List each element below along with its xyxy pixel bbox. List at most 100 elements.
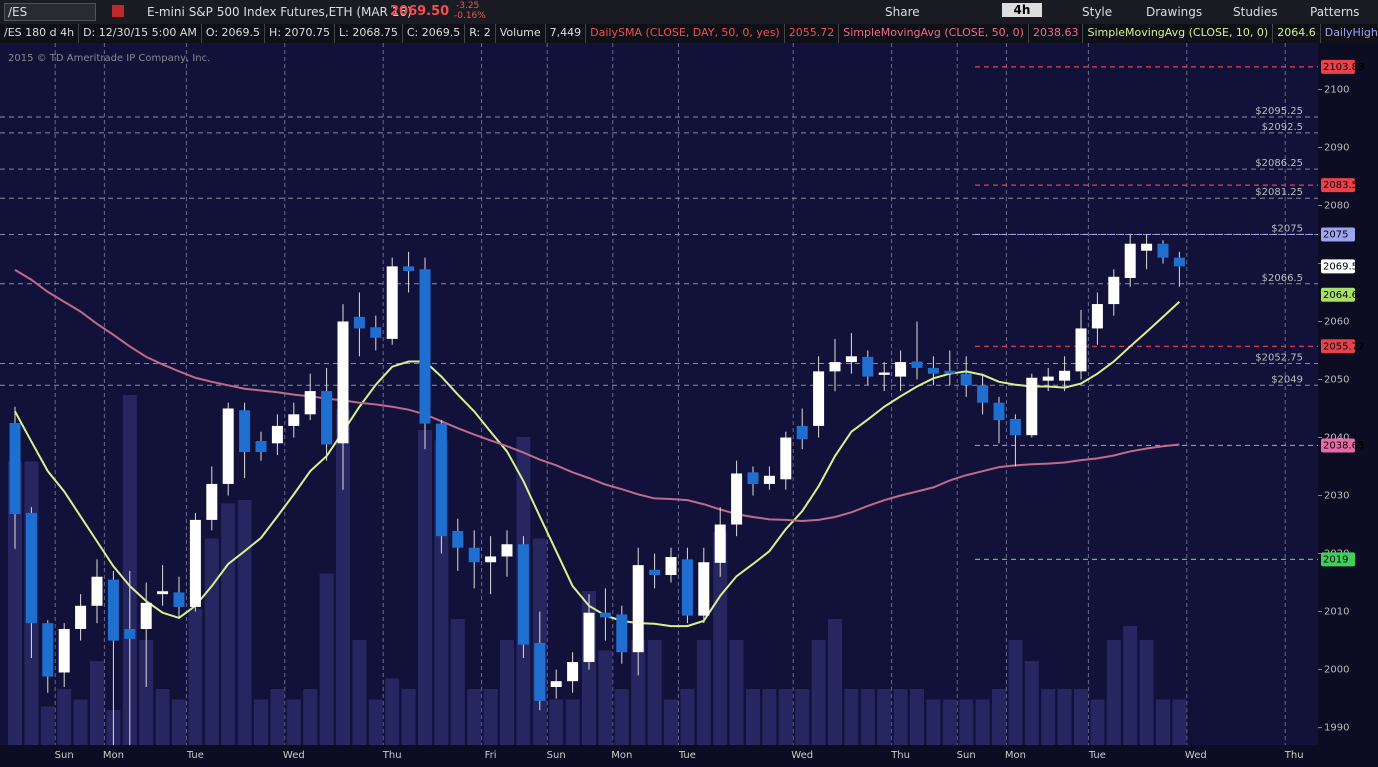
volume-bar	[368, 699, 383, 745]
info-sma10: SimpleMovingAvg (CLOSE, 10, 0)	[1083, 24, 1274, 43]
level-label: 2083.5	[1323, 180, 1358, 191]
info-sma50-value: 2038.63	[1029, 24, 1084, 43]
candle-body	[911, 361, 923, 368]
drawings-button[interactable]: Drawings	[1146, 5, 1203, 19]
volume-bar	[696, 640, 711, 745]
level-label-box	[1321, 287, 1355, 302]
y-tick-label: 1990	[1324, 723, 1349, 734]
volume-bar	[910, 689, 924, 745]
candle-body	[501, 544, 513, 557]
x-tick-label: Wed	[1185, 750, 1207, 761]
candle-body	[927, 367, 939, 374]
candle-body	[698, 562, 710, 616]
x-tick-label: Mon	[1005, 750, 1026, 761]
candle-body	[271, 425, 283, 444]
x-tick-label: Tue	[186, 750, 204, 761]
candle-body	[517, 544, 529, 645]
volume-bar	[254, 699, 268, 745]
volume-bar	[778, 689, 793, 745]
x-tick-label: Mon	[103, 750, 124, 761]
chart: 2015 © TD Ameritrade IP Company, Inc. Su…	[0, 43, 1378, 767]
candle-body	[386, 266, 398, 339]
time-axis-background	[0, 745, 1318, 767]
price-note-label: $2092.5	[1262, 122, 1303, 133]
volume-bar	[664, 699, 678, 745]
volume-bar	[992, 689, 1006, 745]
patterns-button[interactable]: Patterns	[1310, 5, 1360, 19]
volume-bar	[942, 699, 957, 745]
candle-body	[878, 372, 890, 375]
symbol-box[interactable]: /ES	[4, 3, 96, 21]
share-button[interactable]: Share	[885, 5, 920, 19]
alert-icon[interactable]	[112, 5, 124, 17]
info-daily-sma: DailySMA (CLOSE, DAY, 50, 0, yes)	[586, 24, 785, 43]
info-open: O: 2069.5	[202, 24, 266, 43]
candle-body	[206, 483, 218, 520]
volume-bar	[1090, 699, 1105, 745]
price-note-label: $2049	[1271, 374, 1303, 385]
volume-bar	[631, 640, 646, 745]
style-button[interactable]: Style	[1082, 5, 1113, 19]
volume-bar	[549, 699, 564, 745]
level-label-box	[1321, 259, 1355, 274]
volume-bar	[844, 689, 859, 745]
level-label-box	[1321, 438, 1355, 453]
volume-bar	[237, 500, 252, 745]
candle-body	[140, 602, 152, 629]
candle-body	[813, 371, 825, 426]
y-tick-label: 2040	[1324, 433, 1349, 444]
level-label: 2103.88	[1323, 62, 1364, 73]
studies-button[interactable]: Studies	[1233, 5, 1278, 19]
price-note-label: $2066.5	[1262, 273, 1303, 284]
candle-body	[1141, 243, 1153, 251]
y-tick-label: 2030	[1324, 491, 1349, 502]
candle-body	[714, 524, 726, 563]
info-symbol: /ES 180 d 4h	[0, 24, 80, 43]
volume-bar	[221, 503, 236, 745]
x-tick-label: Tue	[678, 750, 696, 761]
candle-body	[255, 440, 267, 453]
candle-body	[58, 628, 70, 673]
net-change: -3.25	[456, 1, 480, 11]
price-note-label: $2086.25	[1255, 158, 1303, 169]
candle-body	[452, 530, 464, 548]
toolbar: /ES E-mini S&P 500 Index Futures,ETH (MA…	[0, 0, 1378, 25]
candle-body	[681, 559, 693, 616]
volume-bar	[286, 699, 301, 745]
candle-body	[173, 592, 185, 607]
x-tick-label: Thu	[382, 750, 402, 761]
moving-average-line	[14, 268, 1180, 523]
volume-bar	[614, 689, 629, 745]
level-label-box	[1321, 178, 1355, 193]
volume-bar	[1139, 640, 1154, 745]
candle-body	[9, 423, 21, 515]
volume-bar	[450, 619, 465, 745]
y-tick-label: 2050	[1324, 374, 1349, 385]
candle-body	[353, 316, 365, 329]
volume-bar	[303, 689, 318, 745]
volume-bar	[188, 608, 203, 745]
x-tick-label: Sun	[55, 750, 74, 761]
candle-body	[567, 662, 579, 682]
last-price: 2069.50	[390, 4, 450, 19]
info-daily-high-low: DailyHighLow ...	[1321, 24, 1378, 43]
level-label: 2038.63	[1323, 440, 1364, 451]
volume-bar	[319, 573, 334, 745]
level-label: 2064.6	[1323, 290, 1358, 301]
volume-bar	[8, 461, 22, 745]
candle-body	[1009, 418, 1021, 436]
watermark: 2015 © TD Ameritrade IP Company, Inc.	[8, 53, 210, 64]
x-tick-label: Thu	[1284, 750, 1304, 761]
candle-body	[370, 327, 382, 338]
volume-bar	[746, 689, 760, 745]
volume-bar	[729, 640, 744, 745]
volume-bar	[40, 706, 55, 745]
symbol: /ES	[8, 5, 28, 19]
volume-bar	[122, 395, 137, 745]
candle-body	[25, 512, 37, 624]
interval-button[interactable]: 4h	[1002, 3, 1042, 17]
candle-body	[632, 565, 644, 653]
info-sma50: SimpleMovingAvg (CLOSE, 50, 0)	[839, 24, 1029, 43]
volume-bar	[1041, 689, 1056, 745]
